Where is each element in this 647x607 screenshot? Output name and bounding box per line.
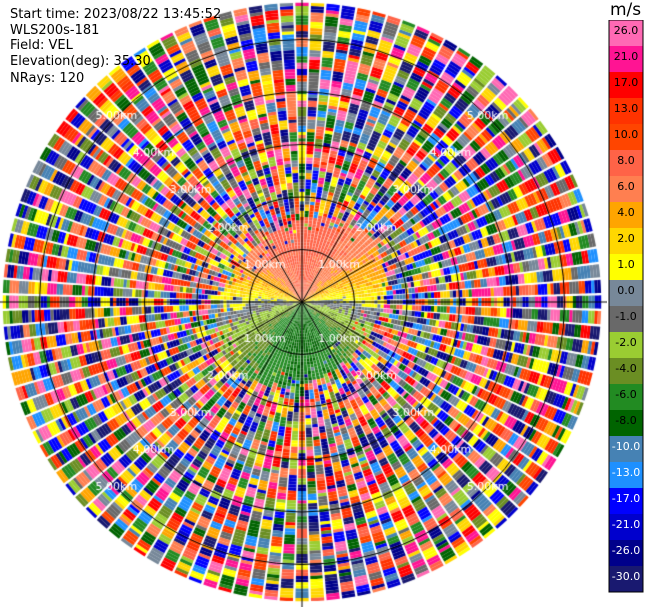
colorbar-border	[608, 20, 644, 593]
colorbar-segment	[609, 514, 643, 540]
colorbar-segment	[609, 72, 643, 98]
colorbar-tick-label: 6.0	[617, 180, 635, 193]
colorbar-segment	[609, 462, 643, 488]
colorbar: 26.0 21.0 17.0 13.0 10.0 8.0 6.0 4.0 2.0 1.0 0.0 -1…	[608, 20, 644, 593]
colorbar-segment	[609, 46, 643, 72]
colorbar-tick-label: -2.0	[615, 336, 636, 349]
instrument-label: WLS200s-181	[10, 23, 100, 38]
colorbar-tick-label: -17.0	[612, 492, 640, 505]
colorbar-tick-label: -30.0	[612, 570, 640, 583]
colorbar-tick-label: 2.0	[617, 232, 635, 245]
colorbar-segment	[609, 280, 643, 306]
colorbar-tick-label: 17.0	[614, 76, 639, 89]
colorbar-segment	[609, 98, 643, 124]
colorbar-segment	[609, 228, 643, 254]
colorbar-segment	[609, 358, 643, 384]
colorbar-segment	[609, 540, 643, 566]
colorbar-segment	[609, 488, 643, 514]
colorbar-segment	[609, 202, 643, 228]
colorbar-tick-label: 1.0	[617, 258, 635, 271]
colorbar-tick-label: 0.0	[617, 284, 635, 297]
colorbar-tick-label: -26.0	[612, 544, 640, 557]
nrays-label: NRays: 120	[10, 71, 85, 86]
colorbar-segment	[609, 176, 643, 202]
colorbar-segment	[609, 306, 643, 332]
field-label: Field: VEL	[10, 38, 73, 53]
colorbar-tick-label: -1.0	[615, 310, 636, 323]
colorbar-tick-label: -10.0	[612, 440, 640, 453]
colorbar-segment	[609, 410, 643, 436]
colorbar-segment	[609, 332, 643, 358]
colorbar-segment	[609, 20, 643, 46]
colorbar-tick-label: -8.0	[615, 414, 636, 427]
colorbar-segment	[609, 150, 643, 176]
colorbar-tick-label: 21.0	[614, 50, 639, 63]
ppi-velocity-plot	[0, 0, 607, 607]
colorbar-tick-label: 8.0	[617, 154, 635, 167]
colorbar-tick-label: -21.0	[612, 518, 640, 531]
colorbar-tick-label: 26.0	[614, 24, 639, 37]
colorbar-tick-label: 4.0	[617, 206, 635, 219]
start-time-label: Start time: 2023/08/22 13:45:52	[10, 7, 222, 22]
colorbar-units: m/s	[610, 0, 642, 20]
colorbar-segment	[609, 566, 643, 592]
elevation-label: Elevation(deg): 35.30	[10, 54, 151, 69]
colorbar-tick-label: -13.0	[612, 466, 640, 479]
colorbar-tick-label: -6.0	[615, 388, 636, 401]
colorbar-tick-label: -4.0	[615, 362, 636, 375]
colorbar-segment	[609, 124, 643, 150]
colorbar-segment	[609, 384, 643, 410]
colorbar-tick-label: 10.0	[614, 128, 639, 141]
colorbar-tick-label: 13.0	[614, 102, 639, 115]
colorbar-segment	[609, 254, 643, 280]
colorbar-segment	[609, 436, 643, 462]
